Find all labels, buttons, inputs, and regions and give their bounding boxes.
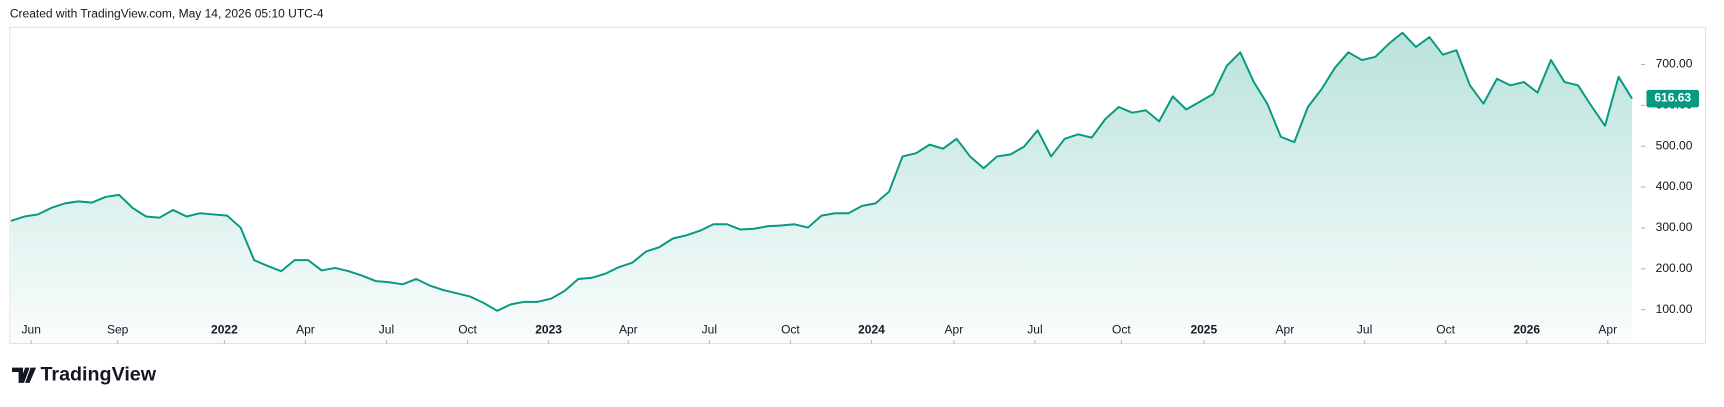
y-tick-label: 300.00 (1656, 220, 1693, 234)
y-tick-label: 400.00 (1656, 179, 1693, 193)
y-tick-label: 700.00 (1656, 57, 1693, 71)
area-fill (10, 32, 1633, 344)
y-tick-label: 500.00 (1656, 138, 1693, 152)
logo: TradingView (12, 363, 157, 385)
y-tick-label: 100.00 (1656, 302, 1693, 316)
price-tag (1646, 89, 1699, 108)
y-tick-label: 200.00 (1656, 261, 1693, 275)
caption: Created with TradingView.com, May 14, 20… (10, 6, 324, 20)
price-line (10, 31, 1633, 312)
price-tag-label: 616.63 (1654, 91, 1691, 105)
brand: TradingView (40, 363, 156, 385)
